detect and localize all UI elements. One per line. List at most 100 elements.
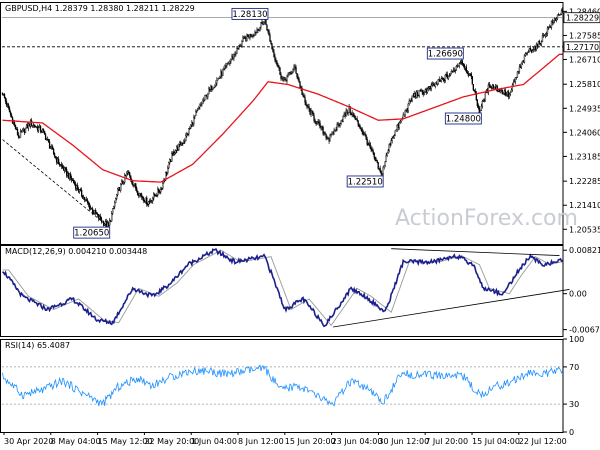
candle-body	[276, 61, 278, 66]
candle-body	[352, 112, 354, 116]
candle-body	[269, 35, 271, 42]
current-price-label: 1.28229	[566, 14, 599, 23]
candle-body	[31, 125, 34, 127]
candle-body	[5, 101, 8, 106]
candle-body	[473, 89, 475, 92]
candle-body	[39, 126, 42, 132]
candle-body	[82, 197, 85, 199]
candle-body	[476, 99, 478, 106]
candle-body	[381, 173, 383, 175]
candle-body	[419, 90, 421, 92]
candle-body	[245, 37, 247, 42]
candle-body	[524, 53, 527, 56]
candle-body	[311, 110, 313, 113]
candle-body	[422, 91, 424, 95]
candle-body	[380, 171, 382, 174]
candle-body	[362, 131, 364, 135]
candle-body	[293, 66, 295, 70]
candle-body	[223, 68, 225, 70]
candle-body	[445, 74, 447, 76]
rsi-y-tick-label: 0	[569, 428, 574, 437]
candle-body	[60, 164, 63, 167]
price-y-tick-label: 1.23185	[569, 152, 600, 161]
candle-body	[63, 167, 66, 171]
candle-body	[403, 114, 405, 116]
candle-body	[70, 177, 73, 181]
candle-body	[337, 123, 339, 125]
candle-body	[537, 41, 540, 47]
candle-body	[162, 182, 164, 189]
candle-body	[539, 43, 542, 45]
candle-body	[371, 149, 373, 152]
candle-body	[172, 151, 174, 154]
candle-body	[140, 193, 142, 196]
candle-body	[460, 60, 462, 63]
candle-body	[471, 76, 473, 85]
candle-body	[509, 92, 512, 95]
candle-body	[45, 139, 48, 141]
candle-body	[555, 18, 558, 21]
candle-body	[353, 114, 355, 117]
candle-body	[115, 198, 117, 204]
candle-body	[454, 69, 456, 72]
candle-body	[314, 120, 316, 122]
candle-body	[19, 131, 22, 138]
candle-body	[242, 37, 244, 42]
candle-body	[244, 37, 246, 39]
candle-body	[51, 146, 54, 150]
x-tick-label: 8 May 04:00	[51, 437, 101, 446]
candle-body	[430, 84, 432, 90]
candle-body	[258, 29, 260, 31]
candle-body	[448, 75, 450, 77]
candle-body	[91, 208, 93, 210]
candle-body	[43, 130, 46, 135]
candle-body	[467, 73, 469, 76]
candle-body	[230, 59, 232, 62]
candle-body	[443, 78, 445, 82]
candle-body	[203, 99, 205, 101]
candle-body	[71, 179, 74, 182]
candle-body	[315, 121, 317, 124]
candle-body	[384, 161, 386, 166]
candle-body	[291, 72, 293, 75]
candle-body	[428, 86, 430, 88]
candle-body	[431, 83, 433, 86]
x-tick-label: 30 Apr 2020	[4, 437, 53, 446]
candle-body	[185, 135, 187, 142]
candle-body	[30, 120, 33, 126]
candle-body	[259, 26, 261, 31]
candle-body	[326, 137, 328, 139]
candle-body	[7, 104, 10, 108]
candle-body	[281, 78, 283, 80]
candle-body	[307, 106, 309, 108]
candle-body	[542, 34, 545, 37]
candle-body	[340, 120, 342, 125]
candle-body	[121, 181, 123, 185]
candle-body	[347, 112, 349, 114]
candle-body	[521, 60, 524, 64]
candle-body	[559, 14, 562, 16]
candle-body	[534, 46, 537, 50]
candle-body	[355, 118, 357, 120]
candle-body	[421, 89, 423, 93]
candle-body	[344, 113, 346, 117]
candle-body	[531, 50, 534, 53]
candle-body	[215, 83, 217, 87]
candle-body	[217, 78, 219, 81]
candle-body	[491, 84, 494, 89]
candle-body	[435, 82, 437, 85]
candle-body	[190, 124, 192, 129]
candle-body	[439, 80, 441, 82]
candle-body	[475, 92, 477, 101]
candle-body	[386, 152, 388, 156]
candle-body	[149, 200, 151, 202]
candle-body	[138, 194, 140, 196]
candle-body	[238, 45, 240, 49]
candle-body	[271, 43, 273, 49]
candle-body	[247, 34, 249, 37]
candle-body	[119, 187, 121, 191]
candle-body	[196, 109, 198, 112]
candle-body	[514, 77, 517, 82]
candle-body	[287, 73, 289, 77]
candle-body	[277, 64, 279, 67]
